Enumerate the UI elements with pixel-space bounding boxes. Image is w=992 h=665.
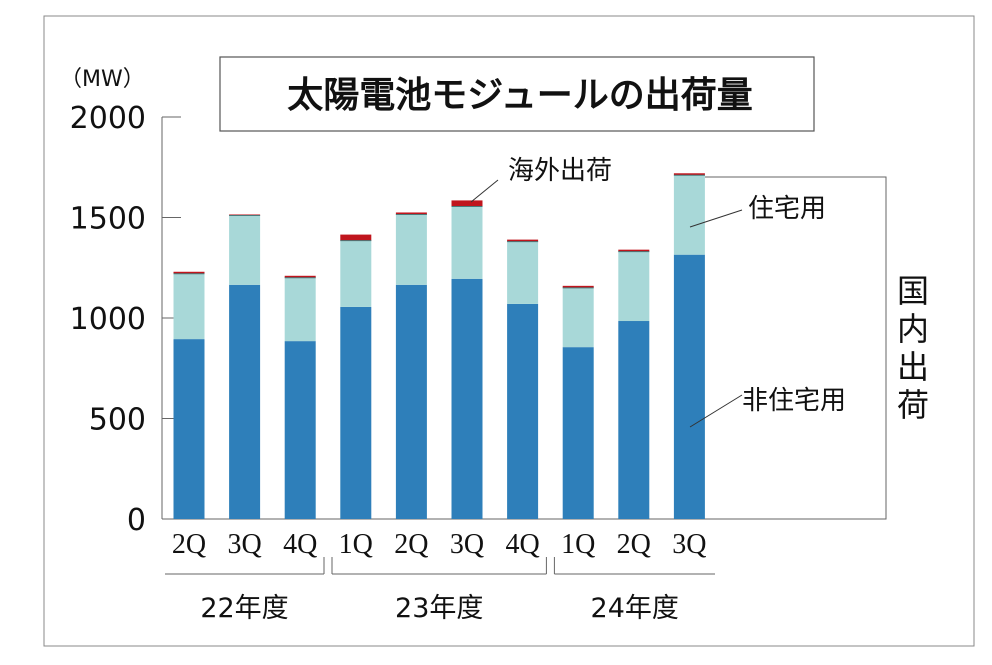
- bar-segment-overseas: [173, 271, 205, 274]
- x-tick-label: 1Q: [339, 529, 373, 560]
- non-residential-leader-line: [689, 394, 743, 428]
- residential-label: 住宅用: [748, 194, 826, 224]
- bar-segment-residential: [340, 240, 372, 307]
- year-group-label: 23年度: [395, 593, 483, 624]
- x-tick-label: 2Q: [394, 529, 428, 560]
- x-tick-label: 4Q: [505, 529, 539, 560]
- y-tick-label: 2000: [70, 101, 146, 136]
- bars-group: [173, 173, 705, 519]
- non-residential-label: 非住宅用: [742, 386, 846, 416]
- x-tick-group: 2Q 3Q 4Q 1Q 2Q 3Q 4Q 1Q 2Q 3Q: [172, 529, 707, 560]
- bar-segment-overseas: [284, 275, 316, 278]
- domestic-bracket: [705, 176, 887, 520]
- bar-segment-non-residential: [507, 303, 539, 519]
- y-tick-label: 1000: [70, 302, 146, 337]
- bar-segment-residential: [673, 175, 705, 255]
- bar-segment-residential: [507, 241, 539, 304]
- bar-segment-non-residential: [673, 254, 705, 519]
- bar-segment-residential: [395, 214, 427, 285]
- bar-segment-residential: [562, 287, 594, 348]
- x-tick-label: 1Q: [561, 529, 595, 560]
- year-group-label: 22年度: [200, 593, 288, 624]
- bar-segment-overseas: [618, 249, 650, 252]
- bar-segment-non-residential: [395, 284, 427, 519]
- year-group-label: 24年度: [591, 593, 679, 624]
- bar-segment-overseas: [395, 212, 427, 215]
- bar-segment-overseas: [562, 285, 594, 288]
- bar-segment-overseas: [451, 200, 483, 207]
- bar-segment-residential: [618, 251, 650, 322]
- x-tick-label: 3Q: [672, 529, 706, 560]
- bar-segment-non-residential: [451, 278, 483, 519]
- bar-segment-overseas: [340, 234, 372, 241]
- y-tick-label: 0: [127, 503, 146, 538]
- overseas-label: 海外出荷: [508, 156, 612, 186]
- title-box: [219, 56, 815, 132]
- bar-segment-non-residential: [173, 339, 205, 519]
- bar-segment-non-residential: [618, 321, 650, 519]
- bar-segment-non-residential: [229, 284, 261, 519]
- bar-segment-residential: [451, 206, 483, 279]
- bar-segment-non-residential: [284, 341, 316, 519]
- year-group-brackets: 22年度 23年度 24年度: [165, 557, 715, 624]
- y-tick-label: 1500: [70, 202, 146, 237]
- bar-segment-overseas: [229, 214, 261, 216]
- bar-segment-non-residential: [562, 347, 594, 519]
- residential-leader-line: [689, 209, 743, 228]
- x-tick-label: 3Q: [227, 529, 261, 560]
- bar-segment-residential: [229, 215, 261, 285]
- y-tick-group: 0 500 1000 1500 2000: [70, 101, 181, 538]
- x-tick-label: 3Q: [450, 529, 484, 560]
- x-tick-label: 2Q: [172, 529, 206, 560]
- unit-label: （MW）: [60, 67, 145, 92]
- bar-segment-overseas: [507, 239, 539, 242]
- chart-title: 太陽電池モジュールの出荷量: [287, 75, 752, 116]
- x-tick-label: 4Q: [283, 529, 317, 560]
- overseas-leader-line: [470, 179, 499, 203]
- bracket-label: 国内出荷: [897, 272, 929, 424]
- bar-segment-residential: [173, 273, 205, 340]
- y-tick-label: 500: [89, 403, 146, 438]
- x-tick-label: 2Q: [617, 529, 651, 560]
- bar-segment-non-residential: [340, 306, 372, 519]
- bar-segment-residential: [284, 277, 316, 342]
- bar-segment-overseas: [673, 173, 705, 176]
